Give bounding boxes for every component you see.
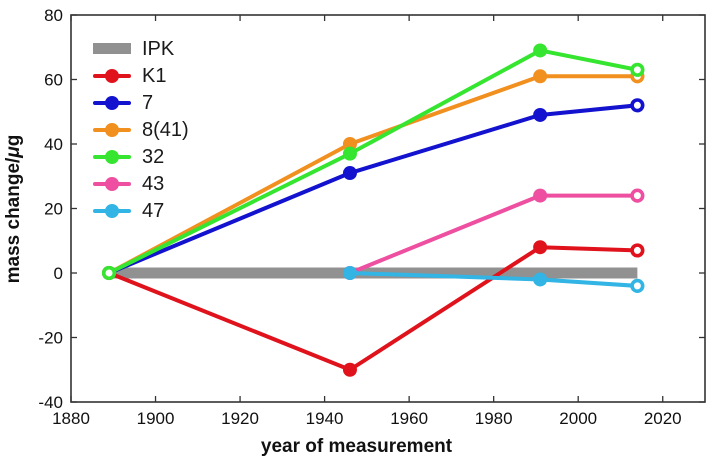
legend-item-8(41): 8(41): [93, 116, 189, 143]
x-tick-label: 1940: [306, 409, 344, 428]
y-tick-label: 80: [44, 6, 63, 25]
series-marker-7: [630, 98, 645, 113]
x-tick-label: 1980: [475, 409, 513, 428]
y-tick-label: 60: [44, 71, 63, 90]
series-marker-7: [342, 166, 357, 181]
legend-dot-icon: [105, 203, 119, 218]
x-tick-label: 2000: [559, 409, 597, 428]
legend-label: 32: [142, 145, 165, 168]
series-marker-32: [533, 43, 548, 58]
legend-item-K1: K1: [93, 62, 189, 89]
series-marker-43: [533, 188, 548, 203]
series-marker-K1: [342, 362, 357, 377]
series-marker-47: [533, 272, 548, 287]
y-axis-label: mass change/μg: [3, 134, 24, 284]
legend-dot-icon: [105, 122, 119, 137]
y-tick-label: 0: [54, 264, 63, 283]
series-marker-32: [342, 146, 357, 161]
legend-swatch-icon: [93, 35, 131, 62]
legend-bar-icon: [93, 43, 131, 54]
legend-label: IPK: [142, 37, 175, 60]
series-line-43: [347, 193, 640, 275]
mu-symbol: μ: [3, 146, 24, 158]
x-tick-label: 1900: [137, 409, 175, 428]
legend-item-43: 43: [93, 170, 189, 197]
y-tick-label: -40: [38, 393, 63, 412]
x-tick-label: 2020: [644, 409, 682, 428]
series-marker-47: [630, 278, 645, 294]
x-tick-label: 1920: [221, 409, 259, 428]
y-tick-label: 20: [44, 200, 63, 219]
legend-label: 7: [142, 91, 154, 114]
x-axis-label: year of measurement: [260, 436, 453, 457]
legend-label: 43: [142, 172, 165, 195]
legend-item-7: 7: [93, 89, 189, 116]
series-marker-32: [101, 265, 117, 281]
legend-item-IPK: IPK: [93, 35, 189, 62]
legend-dot-icon: [105, 68, 119, 83]
legend-item-47: 47: [93, 197, 189, 224]
legend-swatch-icon: [93, 116, 131, 143]
legend-item-32: 32: [93, 143, 189, 170]
y-tick-label: -20: [38, 329, 63, 348]
series-marker-7: [533, 107, 548, 122]
series-line-8(41): [107, 74, 640, 275]
x-tick-label: 1960: [390, 409, 428, 428]
legend-swatch-icon: [93, 143, 131, 170]
legend-label: 47: [142, 199, 165, 222]
x-tick-label: 1880: [52, 409, 90, 428]
y-tick-label: 40: [44, 135, 63, 154]
legend-dot-icon: [105, 149, 119, 164]
series-marker-K1: [533, 240, 548, 255]
series-marker-8(41): [342, 137, 357, 151]
series-marker-8(41): [533, 69, 548, 84]
legend-label: K1: [142, 64, 167, 87]
series-line-32: [107, 48, 640, 275]
legend-swatch-icon: [93, 170, 131, 197]
series-marker-47: [342, 266, 357, 280]
legend-dot-icon: [105, 176, 119, 191]
series-marker-32: [630, 62, 645, 77]
legend: IPK K1 7 8(41) 32 43 47: [93, 35, 189, 224]
legend-swatch-icon: [93, 89, 131, 116]
series-marker-K1: [630, 243, 645, 258]
series-line-7: [107, 103, 640, 275]
legend-swatch-icon: [93, 197, 131, 224]
series-line-K1: [107, 245, 640, 372]
legend-dot-icon: [105, 95, 119, 110]
legend-swatch-icon: [93, 62, 131, 89]
legend-label: 8(41): [142, 118, 189, 141]
series-marker-43: [630, 188, 645, 203]
